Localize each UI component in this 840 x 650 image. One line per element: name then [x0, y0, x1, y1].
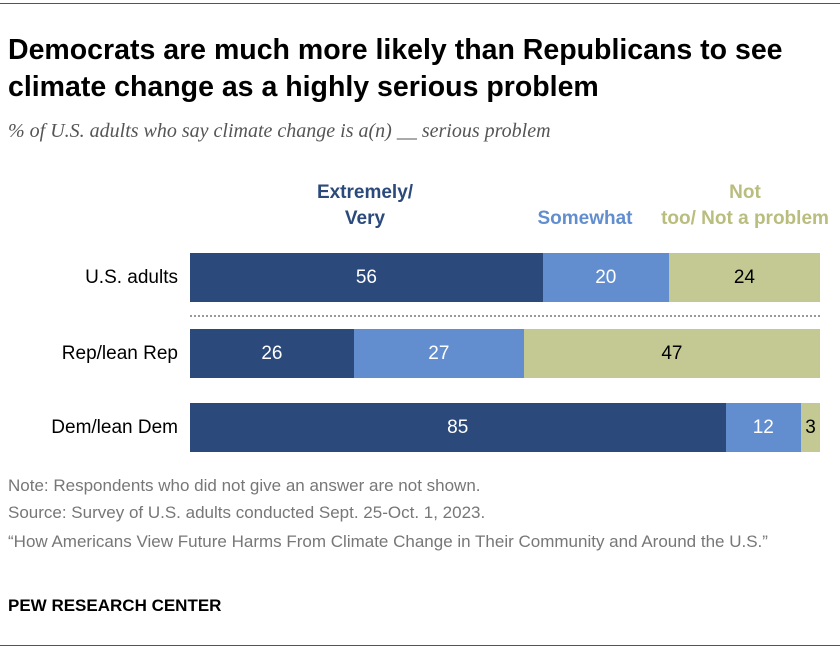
legend-somewhat: Somewhat: [537, 208, 633, 229]
divider: [190, 315, 820, 317]
top-rule: [0, 3, 840, 4]
legend-extremely-very: Extremely/Very: [316, 182, 414, 229]
bar-segment: 12: [725, 403, 802, 452]
bar-segment: 47: [523, 329, 820, 378]
bottom-rule: [0, 645, 840, 646]
bar-segment: 26: [190, 329, 354, 378]
bar-segment: 56: [190, 253, 543, 302]
row-label: U.S. adults: [85, 267, 178, 288]
chart-title: Democrats are much more likely than Repu…: [8, 34, 783, 103]
source: Source: Survey of U.S. adults conducted …: [8, 503, 486, 522]
row-label: Dem/lean Dem: [51, 417, 178, 438]
brand-logo: PEW RESEARCH CENTER: [8, 596, 222, 615]
bar-segment: 85: [190, 403, 726, 452]
bar-segment: 27: [353, 329, 524, 378]
bar-segment: 24: [668, 253, 820, 302]
bar-segment: 3: [801, 403, 820, 452]
chart-subtitle: % of U.S. adults who say climate change …: [8, 120, 551, 142]
report-title: “How Americans View Future Harms From Cl…: [8, 532, 768, 551]
bar-segment: 20: [542, 253, 669, 302]
note: Note: Respondents who did not give an an…: [8, 476, 481, 495]
row-label: Rep/lean Rep: [61, 343, 178, 364]
legend-not-too: Not too/ Not a problem: [661, 182, 829, 229]
